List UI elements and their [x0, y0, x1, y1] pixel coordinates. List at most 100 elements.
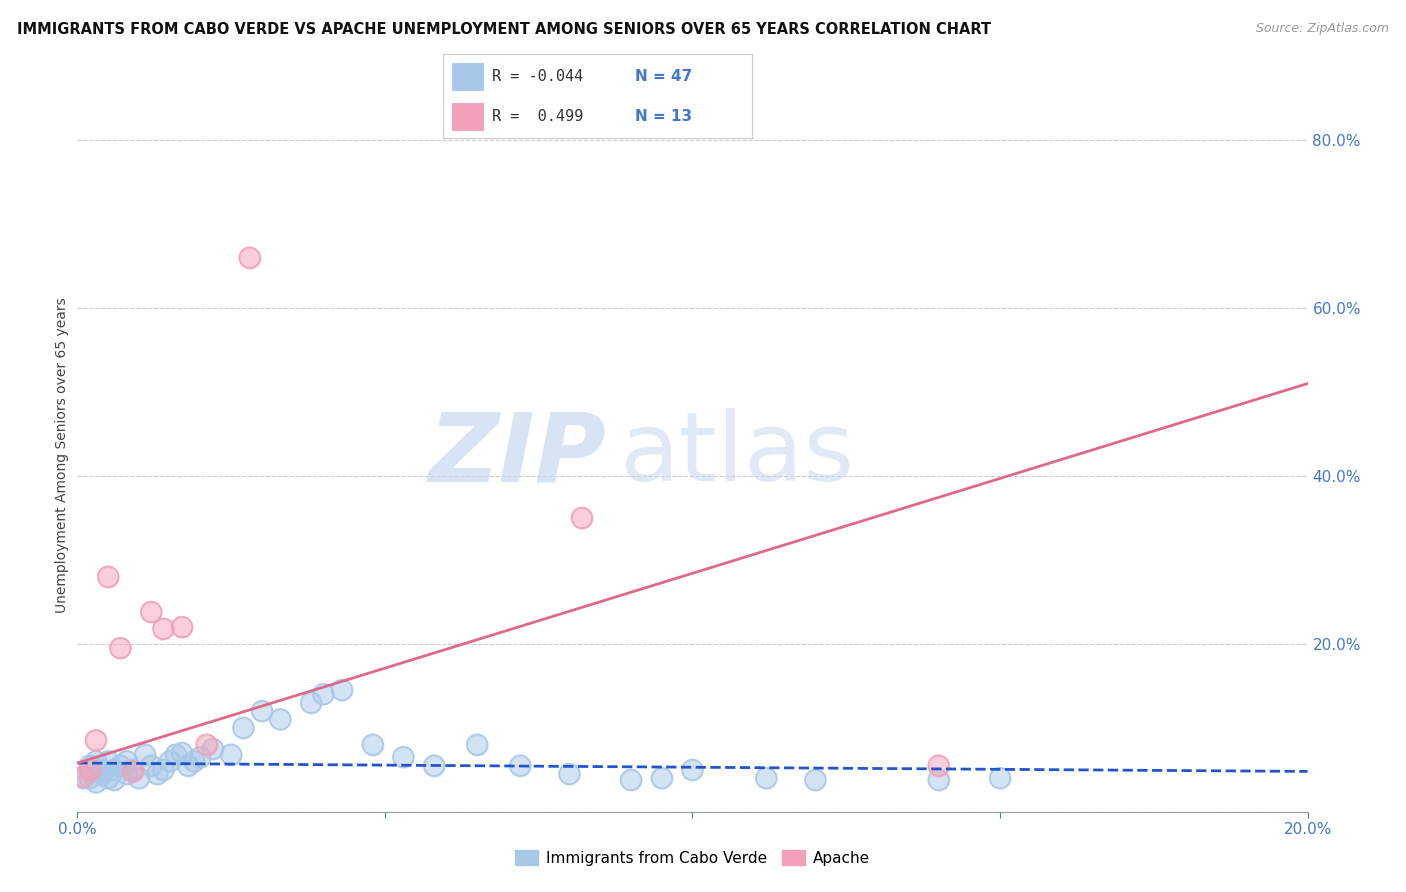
Point [97, 569, 120, 583]
Point [115, 755, 138, 769]
Point [121, 763, 143, 777]
Text: Source: ZipAtlas.com: Source: ZipAtlas.com [1256, 22, 1389, 36]
Point [79, 763, 101, 777]
Point [128, 771, 150, 785]
Point [177, 758, 200, 772]
Point [141, 758, 163, 772]
Legend: Immigrants from Cabo Verde, Apache: Immigrants from Cabo Verde, Apache [509, 844, 876, 871]
Point [170, 620, 193, 634]
Point [195, 738, 218, 752]
Point [928, 758, 950, 772]
Point [90, 767, 114, 781]
Point [141, 605, 163, 619]
Point [165, 747, 187, 762]
Point [121, 764, 143, 779]
Point [159, 755, 181, 769]
Point [988, 771, 1011, 785]
Point [423, 758, 446, 772]
Text: N = 47: N = 47 [634, 69, 692, 84]
Point [84, 733, 107, 747]
Point [558, 767, 581, 781]
Point [103, 772, 125, 787]
Point [84, 755, 107, 769]
Point [558, 767, 581, 781]
Text: IMMIGRANTS FROM CABO VERDE VS APACHE UNEMPLOYMENT AMONG SENIORS OVER 65 YEARS CO: IMMIGRANTS FROM CABO VERDE VS APACHE UNE… [17, 22, 991, 37]
Point [312, 687, 335, 701]
Point [79, 763, 101, 777]
Point [134, 747, 156, 762]
Point [250, 704, 273, 718]
Point [928, 758, 950, 772]
Point [361, 738, 384, 752]
Point [755, 771, 778, 785]
Point [79, 758, 101, 772]
Point [152, 622, 174, 636]
Point [392, 750, 415, 764]
Point [361, 738, 384, 752]
Point [620, 772, 643, 787]
Text: N = 13: N = 13 [634, 109, 692, 124]
Point [141, 605, 163, 619]
Point [239, 251, 262, 265]
Point [115, 767, 138, 781]
Point [312, 687, 335, 701]
Point [159, 755, 181, 769]
Point [232, 721, 254, 735]
Point [804, 772, 827, 787]
Point [72, 771, 94, 785]
Point [152, 763, 174, 777]
Point [110, 758, 132, 772]
Point [188, 750, 212, 764]
Point [97, 771, 120, 785]
Point [423, 758, 446, 772]
Point [755, 771, 778, 785]
FancyBboxPatch shape [453, 62, 484, 90]
Point [97, 755, 120, 769]
Point [103, 772, 125, 787]
Point [219, 747, 242, 762]
Point [392, 750, 415, 764]
Point [110, 640, 132, 655]
Point [928, 772, 950, 787]
Point [651, 771, 673, 785]
Point [97, 569, 120, 583]
Point [79, 758, 101, 772]
Point [219, 747, 242, 762]
Point [928, 772, 950, 787]
Point [165, 747, 187, 762]
Point [110, 758, 132, 772]
Point [84, 733, 107, 747]
Point [509, 758, 531, 772]
Point [72, 769, 94, 783]
Point [152, 622, 174, 636]
Point [72, 771, 94, 785]
Point [170, 746, 193, 760]
Point [90, 763, 114, 777]
Point [152, 763, 174, 777]
Point [571, 511, 593, 525]
Point [682, 763, 704, 777]
Point [188, 750, 212, 764]
Point [121, 763, 143, 777]
Point [465, 738, 488, 752]
Point [177, 758, 200, 772]
Point [651, 771, 673, 785]
Point [97, 771, 120, 785]
Point [250, 704, 273, 718]
Point [72, 769, 94, 783]
Point [330, 683, 353, 698]
Text: atlas: atlas [619, 409, 853, 501]
Point [682, 763, 704, 777]
Point [620, 772, 643, 787]
Y-axis label: Unemployment Among Seniors over 65 years: Unemployment Among Seniors over 65 years [55, 297, 69, 613]
Point [84, 775, 107, 789]
FancyBboxPatch shape [453, 103, 484, 130]
Point [121, 764, 143, 779]
Text: ZIP: ZIP [429, 409, 606, 501]
Point [103, 763, 125, 777]
Point [134, 747, 156, 762]
Point [232, 721, 254, 735]
Point [195, 738, 218, 752]
Point [201, 741, 224, 756]
Point [115, 767, 138, 781]
